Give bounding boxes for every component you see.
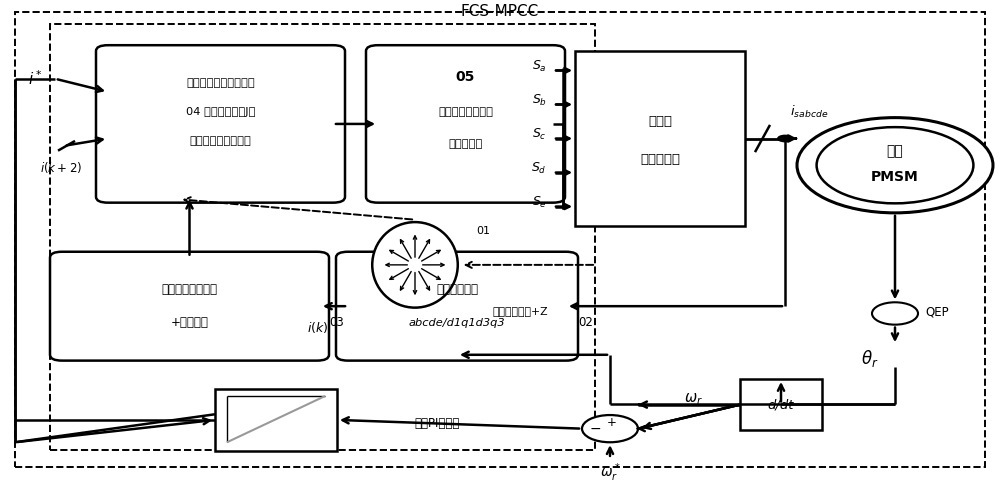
Text: $\omega_r^*$: $\omega_r^*$ [600,461,620,484]
Bar [740,379,822,430]
Bar [50,24,595,450]
Text: −: − [589,422,601,436]
Text: 04 应使目标函数J值: 04 应使目标函数J值 [186,107,255,117]
Text: $\theta_r$: $\theta_r$ [861,348,879,369]
Text: $\omega_r$: $\omega_r$ [684,392,702,407]
Text: 两电平: 两电平 [648,115,672,127]
Text: 所选虚拟矢量的脉: 所选虚拟矢量的脉 [438,107,493,117]
Circle shape [872,302,918,325]
Text: 最小的虚拟电压矢量: 最小的虚拟电压矢量 [190,137,251,146]
Text: $S_e$: $S_e$ [532,195,547,210]
Text: 旋转坐标变换: 旋转坐标变换 [436,283,478,296]
Ellipse shape [372,222,458,308]
Text: 虚拟电压矢量+Z: 虚拟电压矢量+Z [492,306,548,316]
Text: PMSM: PMSM [871,171,919,184]
Text: 05: 05 [456,70,475,84]
Text: 冲序列生成: 冲序列生成 [448,139,483,149]
Bar [215,389,337,451]
Text: 02: 02 [579,316,593,329]
Text: $S_c$: $S_c$ [532,127,547,142]
Text: d/dt: d/dt [768,398,794,411]
Text: $i(k)$: $i(k)$ [307,320,329,335]
Text: $S_a$: $S_a$ [532,59,547,74]
Circle shape [777,135,793,142]
Text: 01: 01 [476,226,490,236]
Text: 03: 03 [330,316,344,329]
FancyBboxPatch shape [50,252,329,361]
Text: abcde/d1q1d3q3: abcde/d1q1d3q3 [409,318,505,328]
Text: $i_{sabcde}$: $i_{sabcde}$ [790,104,828,120]
Text: $i^*$: $i^*$ [28,69,43,88]
Text: $i(k+2)$: $i(k+2)$ [40,160,82,175]
Circle shape [582,415,638,442]
Text: 速度PI控制器: 速度PI控制器 [414,417,460,430]
Text: FCS-MPCC: FCS-MPCC [461,4,539,19]
Bar [575,51,745,226]
Text: 五相: 五相 [887,145,903,158]
Text: +延时补偿: +延时补偿 [171,316,208,329]
FancyBboxPatch shape [366,45,565,203]
Text: QEP: QEP [925,306,949,319]
Circle shape [817,127,973,203]
FancyBboxPatch shape [336,252,578,361]
Text: 目标函数计算并选取对: 目标函数计算并选取对 [186,78,255,88]
Text: 五相逆变器: 五相逆变器 [640,153,680,166]
Circle shape [797,118,993,213]
Text: $S_b$: $S_b$ [532,93,547,108]
FancyBboxPatch shape [96,45,345,203]
Text: +: + [607,416,617,429]
Text: $S_d$: $S_d$ [531,161,547,176]
Text: 电流预测控制模型: 电流预测控制模型 [162,283,218,296]
